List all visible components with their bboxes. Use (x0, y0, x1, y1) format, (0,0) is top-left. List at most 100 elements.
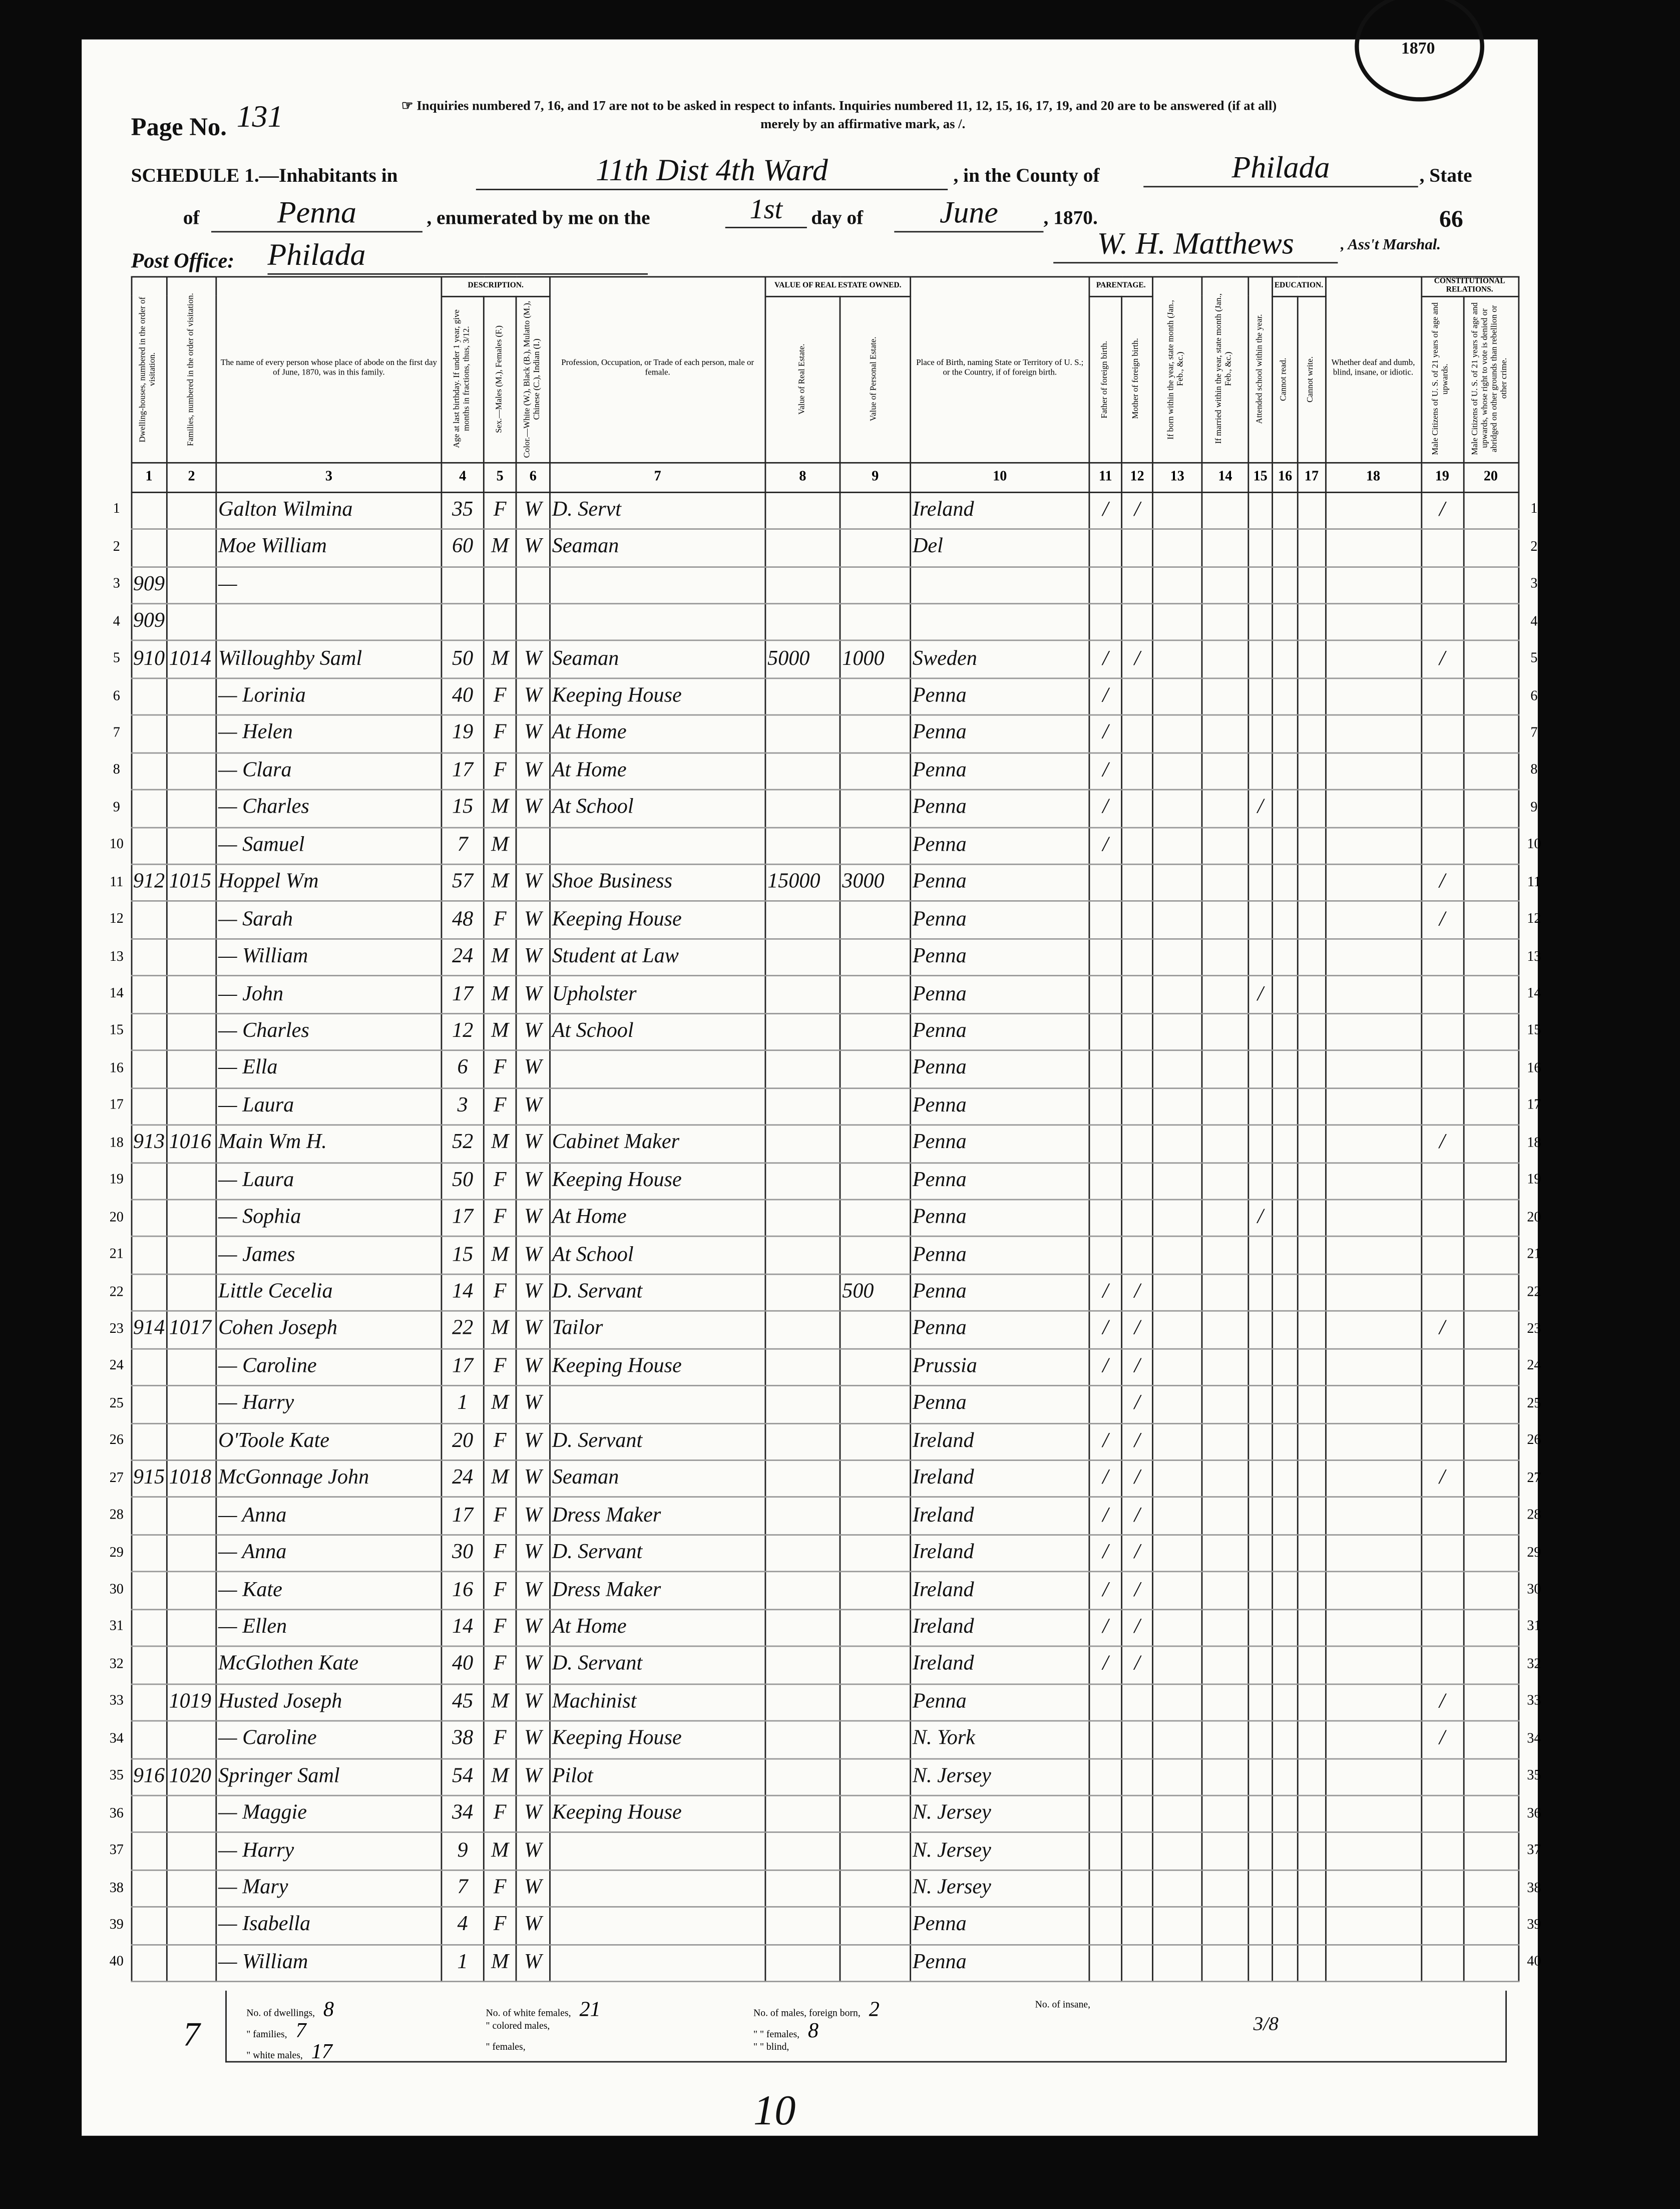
cell-empty (1297, 826, 1326, 865)
cell-entry: D. Servant (549, 1422, 766, 1461)
cell-entry: / (1121, 1273, 1153, 1312)
cell-entry: — Harry (215, 1831, 443, 1871)
summary-value: 8 (323, 1999, 334, 2022)
cell-empty (764, 901, 841, 940)
cell-empty (1462, 640, 1519, 679)
cell-empty (1297, 1497, 1326, 1536)
cell-empty (1201, 1497, 1249, 1536)
cell-entry: — Isabella (215, 1906, 443, 1946)
line-number: 16 (1527, 1060, 1541, 1076)
margin-cell (1518, 277, 1549, 492)
cell-entry: W (515, 1347, 551, 1387)
census-row: 15 — Charles 12 M W At School Penna 15 (103, 1012, 1549, 1051)
cell-empty (130, 528, 168, 567)
cell-empty (166, 1794, 217, 1833)
cell-empty (1247, 677, 1274, 716)
cell-entry: W (515, 1608, 551, 1647)
column-header-text: If born within the year, state month (Ja… (1167, 299, 1186, 440)
cell-entry: F (483, 1497, 517, 1536)
cell-entry: M (483, 1683, 517, 1722)
cell-empty (1462, 603, 1519, 642)
cell-entry: F (483, 752, 517, 791)
cell-entry: 3000 (839, 863, 912, 903)
cell-entry: F (483, 1422, 517, 1461)
cell-entry: F (483, 1571, 517, 1610)
cell-empty (1152, 1310, 1203, 1349)
cell-empty (1201, 938, 1249, 977)
cell-empty (1272, 826, 1299, 865)
column-header: Families, numbered in the order of visit… (166, 276, 217, 463)
cell-entry: / (1247, 975, 1274, 1014)
cell-empty (1121, 752, 1153, 791)
line-number: 19 (1527, 1172, 1541, 1188)
cell-empty (130, 789, 168, 828)
cell-empty (839, 677, 912, 716)
state: Penna (211, 194, 423, 233)
census-row: 26 O'Toole Kate 20 F W D. Servant Ireland //26 (103, 1422, 1549, 1461)
cell-entry: 1017 (166, 1310, 217, 1349)
cell-empty (1297, 1124, 1326, 1163)
cell-empty (1247, 1422, 1274, 1461)
cell-empty (1121, 863, 1153, 903)
cell-empty (130, 491, 168, 530)
column-number: 7 (549, 461, 766, 493)
cell-empty (1297, 789, 1326, 828)
cell-entry: F (483, 1794, 517, 1833)
cell-empty (1420, 1534, 1464, 1573)
summary-label: " females, (486, 2041, 526, 2053)
cell-entry: Keeping House (549, 1347, 766, 1387)
cell-empty (1201, 863, 1249, 903)
cell-entry: F (483, 714, 517, 754)
cell-entry: 1020 (166, 1757, 217, 1796)
cell-empty (1088, 1385, 1123, 1424)
column-group-header: DESCRIPTION. (441, 276, 551, 297)
cell-empty (1297, 1869, 1326, 1908)
census-row: 11 912 1015 Hoppel Wm 57 M W Shoe Business 15000… (103, 863, 1549, 903)
line-number: 4 (113, 613, 120, 629)
cell-empty (549, 1869, 766, 1908)
cell-empty (1247, 603, 1274, 642)
cell-empty (1324, 1422, 1422, 1461)
summary-label: " " blind, (753, 2041, 789, 2053)
cell-empty (1272, 901, 1299, 940)
cell-entry: — Ella (215, 1049, 443, 1089)
summary-box: No. of dwellings, 8 No. of white females, 2… (225, 1990, 1507, 2064)
cell-empty (1272, 1422, 1299, 1461)
column-header-text: Whether deaf and dumb, blind, insane, or… (1331, 359, 1415, 378)
cell-empty (764, 975, 841, 1014)
cell-entry: / (1088, 1646, 1123, 1685)
line-number: 31 (1527, 1619, 1541, 1635)
cell-empty (1324, 1720, 1422, 1759)
cell-entry: 500 (839, 1273, 912, 1312)
cell-empty (1420, 1906, 1464, 1946)
tally-note: 3/8 (1253, 2014, 1279, 2036)
cell-empty (764, 1534, 841, 1573)
cell-empty (1297, 1161, 1326, 1201)
cell-entry: 24 (441, 1459, 485, 1499)
cell-empty (1201, 640, 1249, 679)
cell-empty (1152, 938, 1203, 977)
schedule-label: SCHEDULE 1.—Inhabitants in (131, 166, 398, 188)
census-row: 13 — William 24 M W Student at Law Penna 13 (103, 938, 1549, 977)
cell-empty (130, 1385, 168, 1424)
cell-empty (1121, 528, 1153, 567)
line-number: 1 (113, 502, 120, 518)
cell-empty (130, 1012, 168, 1051)
line-number: 22 (1527, 1284, 1541, 1300)
cell-empty (1152, 565, 1203, 604)
line-number: 35 (1527, 1768, 1541, 1784)
cell-entry: Penna (910, 1161, 1090, 1201)
cell-entry: W (515, 1794, 551, 1833)
cell-empty (1201, 1944, 1249, 1983)
cell-empty (1297, 1049, 1326, 1089)
column-header: Place of Birth, naming State or Territor… (910, 276, 1090, 463)
line-number: 15 (1527, 1023, 1541, 1039)
line-number: 15 (109, 1023, 124, 1039)
cell-empty (1324, 528, 1422, 567)
line-number: 2 (113, 539, 120, 555)
cell-entry: 50 (441, 640, 485, 679)
cell-empty (549, 1831, 766, 1871)
cell-empty (1324, 1571, 1422, 1610)
line-number: 25 (109, 1396, 124, 1411)
cell-entry: 915 (130, 1459, 168, 1499)
